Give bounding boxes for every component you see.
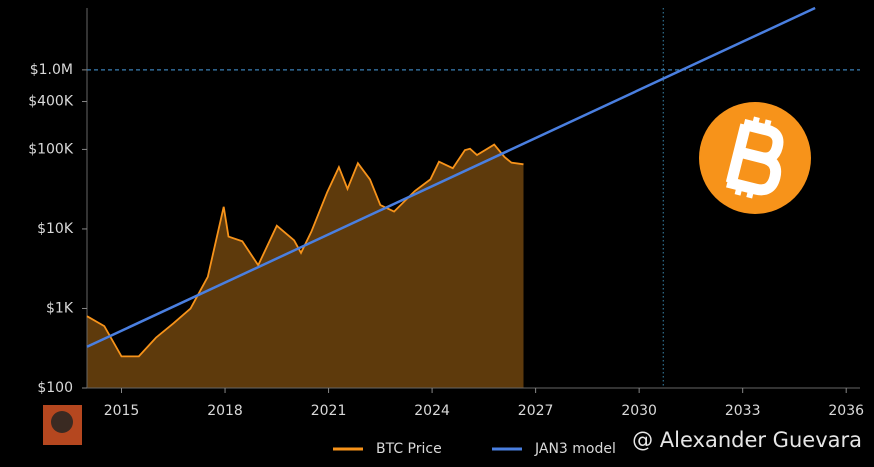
y-tick-label: $1K	[46, 300, 74, 316]
legend-label: BTC Price	[376, 441, 442, 457]
x-tick-label: 2033	[725, 403, 761, 419]
x-tick-label: 2027	[518, 403, 554, 419]
y-tick-label: $1.0M	[30, 62, 73, 78]
bitcoin-logo	[699, 102, 811, 214]
y-tick-label: $10K	[37, 221, 74, 237]
series-line	[86, 6, 816, 348]
watermark: @ Alexander Guevara	[632, 428, 862, 452]
x-tick-label: 2015	[104, 403, 140, 419]
series-line	[86, 143, 524, 358]
x-tick-label: 2021	[311, 403, 347, 419]
y-tick-label: $100K	[28, 141, 74, 157]
y-tick-label: $100	[37, 380, 73, 396]
avatar-figure	[51, 411, 73, 433]
x-tick-label: 2036	[828, 403, 864, 419]
x-tick-label: 2024	[414, 403, 450, 419]
legend-label: JAN3 model	[534, 441, 616, 457]
y-tick-label: $400K	[28, 94, 74, 110]
x-tick-label: 2018	[207, 403, 243, 419]
price-area	[87, 144, 524, 388]
x-tick-label: 2030	[621, 403, 657, 419]
